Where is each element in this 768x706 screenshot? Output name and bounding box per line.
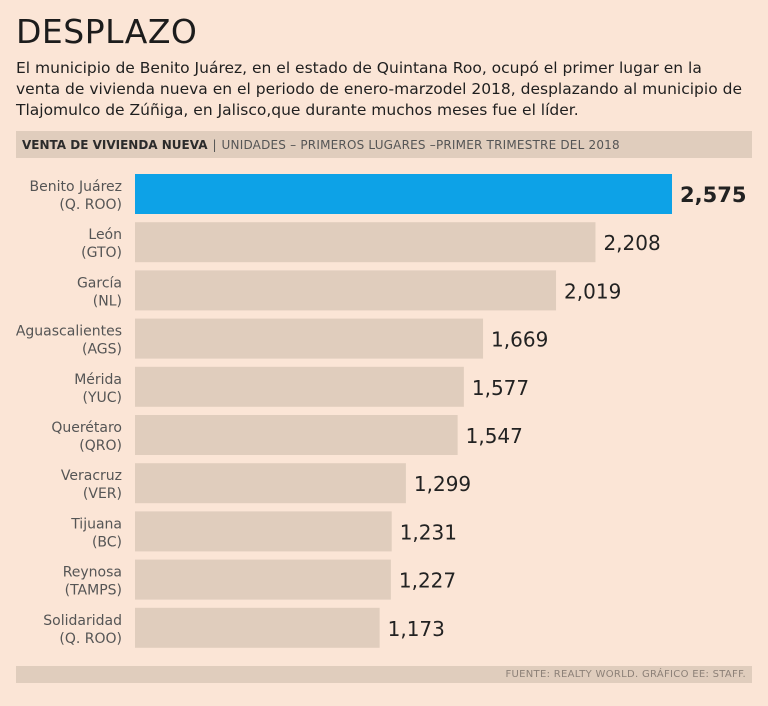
bar-2 [135, 270, 557, 311]
chart-header-title: VENTA DE VIVIENDA NUEVA [22, 137, 208, 152]
category-label-5: Querétaro [51, 420, 122, 436]
chart-header-subtitle: UNIDADES – PRIMEROS LUGARES –PRIMER TRIM… [221, 137, 620, 152]
value-label-5: 1,547 [466, 424, 523, 448]
bar-7 [135, 511, 392, 552]
category-sublabel-8: (TAMPS) [65, 583, 122, 599]
category-label-9: Solidaridad [43, 613, 122, 629]
category-label-2: García [77, 275, 122, 291]
bar-3 [135, 318, 484, 359]
bar-chart: Benito Juárez (Q. ROO) 2,575 León (GTO) 2,208… [16, 174, 746, 648]
category-sublabel-9: (Q. ROO) [59, 631, 122, 647]
chart-title: DESPLAZO [16, 12, 198, 51]
value-label-6: 1,299 [414, 472, 471, 496]
category-label-8: Reynosa [63, 565, 122, 581]
value-label-4: 1,577 [472, 376, 529, 400]
category-sublabel-3: (AGS) [82, 342, 122, 358]
category-label-4: Mérida [74, 372, 122, 388]
bar-0 [135, 174, 672, 214]
bar-1 [135, 222, 596, 263]
category-label-6: Veracruz [61, 468, 122, 484]
chart-header-bar: VENTA DE VIVIENDA NUEVA | UNIDADES – PRI… [16, 131, 752, 158]
category-sublabel-1: (GTO) [81, 245, 122, 261]
category-sublabel-2: (NL) [93, 293, 122, 309]
category-sublabel-4: (YUC) [83, 390, 123, 406]
category-sublabel-0: (Q. ROO) [59, 197, 122, 213]
value-label-8: 1,227 [399, 569, 456, 593]
value-label-0: 2,575 [680, 183, 746, 207]
category-sublabel-7: (BC) [92, 534, 122, 550]
value-label-2: 2,019 [564, 279, 621, 303]
bar-9 [135, 607, 380, 648]
category-label-0: Benito Juárez [30, 179, 122, 195]
category-label-7: Tijuana [70, 516, 122, 532]
category-sublabel-5: (QRO) [79, 438, 122, 454]
intro-paragraph: El municipio de Benito Juárez, en el est… [16, 59, 742, 119]
source-footer: FUENTE: REALTY WORLD. GRÁFICO EE: STAFF. [16, 666, 752, 683]
category-sublabel-6: (VER) [83, 486, 122, 502]
category-label-3: Aguascalientes [16, 324, 122, 340]
category-label-1: León [88, 227, 122, 243]
value-label-1: 2,208 [603, 231, 660, 255]
value-label-3: 1,669 [491, 328, 548, 352]
bar-6 [135, 463, 406, 504]
bar-8 [135, 559, 391, 600]
bar-5 [135, 415, 458, 455]
value-label-9: 1,173 [388, 617, 445, 641]
bar-4 [135, 366, 464, 407]
chart-header-separator: | [212, 137, 217, 152]
value-label-7: 1,231 [400, 520, 457, 544]
